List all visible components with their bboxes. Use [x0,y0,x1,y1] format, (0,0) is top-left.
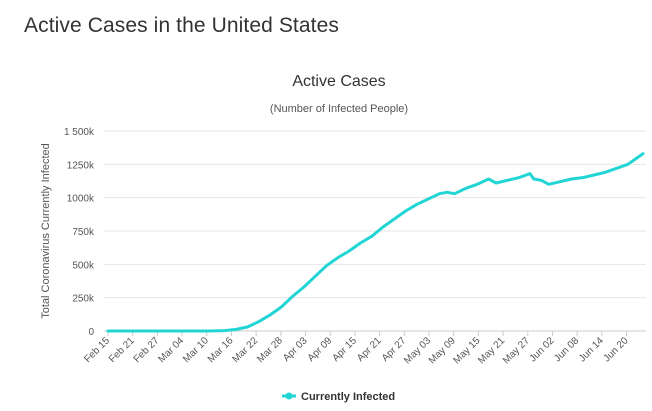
x-tick-label: Mar 04 [156,335,186,365]
x-tick-label: May 27 [501,335,532,366]
y-tick-label: 1250k [67,160,95,171]
x-tick-label: Feb 21 [107,335,137,365]
y-tick-label: 1000k [67,194,95,205]
legend-label: Currently Infected [301,391,395,403]
y-tick-label: 500k [72,260,95,271]
y-tick-label: 250k [72,294,95,305]
legend-series-marker [285,392,293,400]
x-tick-label: Feb 15 [82,335,112,365]
x-tick-label: Apr 21 [355,335,384,364]
x-tick-label: Mar 22 [230,335,260,365]
x-tick-label: Jun 20 [602,335,631,364]
x-tick-label: Jun 14 [577,335,606,364]
x-tick-label: Apr 15 [330,335,359,364]
x-tick-label: Apr 09 [306,335,335,364]
y-tick-label: 1 500k [64,127,95,138]
series-layer [106,152,645,333]
y-axis-label: Total Coronavirus Currently Infected [40,143,52,318]
x-tick-label: Jun 08 [552,335,581,364]
x-tick-label: Mar 10 [181,335,211,365]
y-axis-ticks: 0 250k 500k 750k 1000k 1250k 1 500k [64,127,95,338]
legend-item-currently-infected[interactable]: Currently Infected [282,391,395,403]
y-tick-label: 750k [72,227,95,238]
chart-subtitle: (Number of Infected People) [270,103,408,115]
x-tick-label: Jun 02 [528,335,557,364]
x-tick-label: Apr 03 [281,335,310,364]
page-title: Active Cases in the United States [24,14,339,37]
series-line-currently-infected[interactable] [106,152,645,333]
x-tick-label: Feb 27 [132,335,162,365]
chart-title: Active Cases [292,73,385,90]
x-tick-label: Mar 28 [255,335,285,365]
grid-lines [104,130,646,332]
x-tick-label: Mar 16 [206,335,236,365]
y-tick-label: 0 [88,327,94,338]
